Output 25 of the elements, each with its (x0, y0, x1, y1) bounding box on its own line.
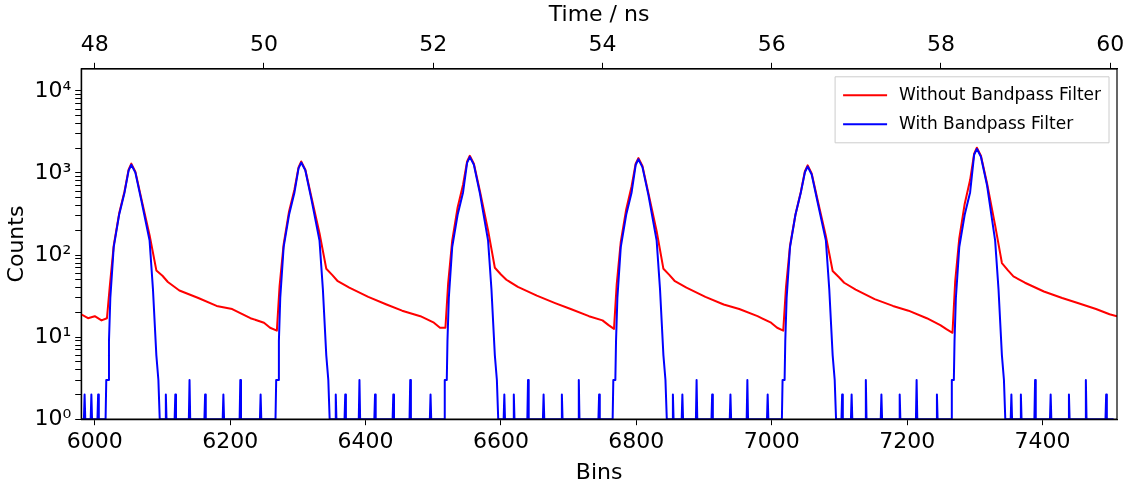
x2-tick-label: 58 (926, 31, 955, 57)
x-tick-label: 7000 (743, 428, 800, 454)
y-tick-label: 10⁰ (34, 404, 72, 430)
x-tick-label: 6800 (608, 428, 665, 454)
x2-tick-label: 48 (80, 31, 109, 57)
legend-label: Without Bandpass Filter (899, 83, 1102, 104)
x-tick-label: 7400 (1014, 428, 1071, 454)
x-tick-label: 6400 (337, 428, 394, 454)
x2-tick-label: 56 (757, 31, 786, 57)
x2-tick-label: 50 (250, 31, 278, 57)
legend-label: With Bandpass Filter (899, 112, 1074, 133)
y-tick-label: 10³ (34, 158, 72, 184)
x-tick-label: 6600 (472, 428, 529, 454)
x2-tick-label: 60 (1096, 31, 1125, 57)
x-tick-label: 6000 (66, 428, 123, 454)
x2-tick-label: 54 (588, 31, 617, 57)
x-axis-title: Bins (575, 458, 623, 484)
y-tick-label: 10¹ (34, 322, 72, 348)
x-tick-label: 6200 (202, 428, 259, 454)
x2-axis-title: Time / ns (547, 0, 650, 26)
x2-tick-label: 52 (419, 31, 448, 57)
y-tick-label: 10⁴ (34, 76, 72, 102)
y-tick-label: 10² (34, 240, 72, 266)
x-tick-label: 7200 (879, 428, 936, 454)
y-axis-title: Counts (2, 205, 28, 283)
